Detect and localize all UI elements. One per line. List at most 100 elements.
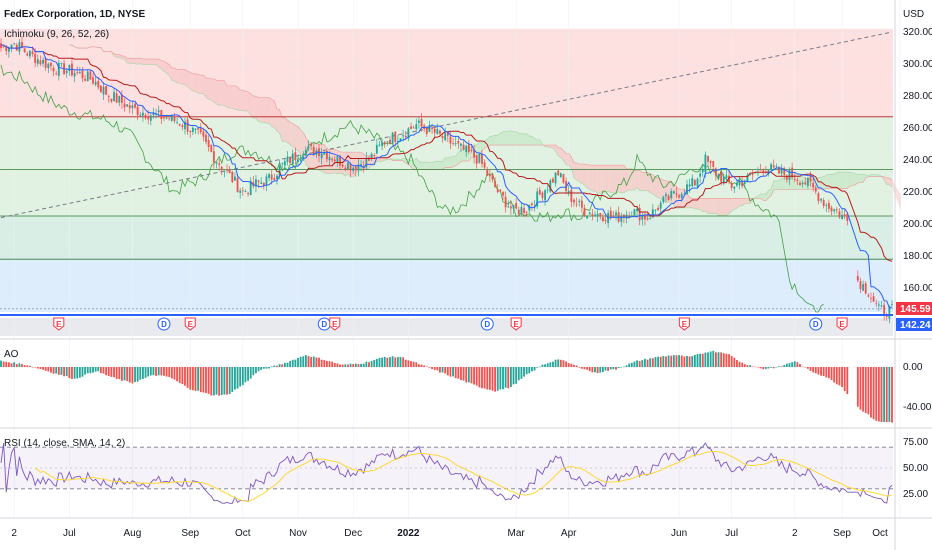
candle-body xyxy=(341,164,344,167)
chart-title: FedEx Corporation, 1D, NYSE xyxy=(4,9,145,20)
ao-bar xyxy=(92,367,94,373)
cloud-future xyxy=(899,192,901,209)
cloud-segment xyxy=(842,172,845,189)
event-shape xyxy=(480,317,494,331)
candle-body xyxy=(92,77,94,84)
cloud-segment xyxy=(308,142,312,170)
ao-bar xyxy=(176,367,179,382)
candle-body xyxy=(449,136,452,144)
cloud-segment xyxy=(171,68,175,82)
ao-bar xyxy=(341,364,344,367)
cloud-segment xyxy=(857,174,861,183)
cloud-segment xyxy=(387,157,390,160)
candle-body xyxy=(704,154,707,173)
cloud-future xyxy=(900,194,901,212)
ao-legend[interactable]: AO xyxy=(4,349,19,360)
cloud-segment xyxy=(418,161,422,170)
time-axis[interactable]: 2 Jul Aug Sep Oct Nov Dec 2022 Mar Apr Jun Jul 2 Sep O… xyxy=(11,528,888,539)
ao-bar xyxy=(546,363,549,367)
ao-bar xyxy=(475,367,478,386)
candle-body xyxy=(801,182,804,185)
candle-body xyxy=(757,169,759,171)
ao-bar xyxy=(478,367,481,388)
candle-body xyxy=(73,73,76,77)
candle-body xyxy=(615,212,617,216)
candle-body xyxy=(525,211,528,213)
candle-body xyxy=(391,132,394,144)
cloud-segment xyxy=(495,135,498,146)
candle-body xyxy=(562,174,565,183)
cloud-segment xyxy=(781,177,785,190)
cloud-segment xyxy=(166,62,170,76)
cloud-segment xyxy=(195,73,199,94)
ao-bar xyxy=(21,364,23,367)
candle-body xyxy=(323,152,326,155)
event-label: E xyxy=(56,320,62,329)
last-price-text: 145.59 xyxy=(900,304,931,315)
ao-bar xyxy=(785,363,788,367)
candle-body xyxy=(291,153,294,164)
candle-body xyxy=(783,168,786,175)
candle-body xyxy=(541,192,544,198)
cloud-segment xyxy=(524,133,527,146)
ao-bar xyxy=(78,367,81,378)
cloud-segment xyxy=(342,152,346,177)
candle-body xyxy=(331,158,334,161)
price-tick-label: 160.00 xyxy=(903,283,932,294)
cloud-segment xyxy=(605,165,609,192)
rsi-axis: 25.00 50.00 75.00 xyxy=(903,437,928,500)
ao-bar xyxy=(36,367,39,369)
candle-body xyxy=(620,216,623,222)
ichimoku-legend[interactable]: Ichimoku (9, 26, 52, 26) xyxy=(4,29,109,40)
ao-bar xyxy=(115,367,118,379)
cloud-segment xyxy=(708,198,711,214)
candle-body xyxy=(875,303,878,305)
candle-body xyxy=(84,78,87,81)
ao-bar xyxy=(126,367,129,381)
candle-body xyxy=(412,127,415,129)
ichimoku-lagging-span xyxy=(0,64,824,313)
ao-bar xyxy=(801,366,804,368)
ao-bar xyxy=(289,360,292,367)
ao-bar xyxy=(215,367,218,395)
cloud-segment xyxy=(248,91,251,116)
candle-body xyxy=(720,171,723,182)
price-axis[interactable]: 160.00 180.00 200.00 220.00 240.00 260.00 280.… xyxy=(903,27,932,294)
candle-body xyxy=(520,207,523,213)
candle-body xyxy=(286,156,289,162)
candle-body xyxy=(678,195,681,198)
candle-body xyxy=(0,43,2,49)
ao-bar xyxy=(294,359,297,367)
ao-bar xyxy=(494,367,497,392)
cloud-segment xyxy=(513,131,517,146)
candle-body xyxy=(212,151,215,163)
ao-bar xyxy=(633,361,636,367)
candle-body xyxy=(268,174,271,179)
candle-body xyxy=(675,193,678,195)
rsi-tick-label: 75.00 xyxy=(903,437,928,448)
cloud-segment xyxy=(263,97,267,124)
cloud-segment xyxy=(242,90,246,111)
cloud-segment xyxy=(460,149,464,162)
event-shape xyxy=(836,317,848,331)
candle-body xyxy=(793,179,796,180)
ao-bar xyxy=(13,362,16,367)
candle-body xyxy=(28,50,31,57)
ao-bar xyxy=(142,367,144,379)
cloud-segment xyxy=(206,78,209,100)
ao-bar xyxy=(483,367,486,389)
cloud-segment xyxy=(237,86,241,111)
blue-price-tag xyxy=(896,318,932,331)
candle-body xyxy=(431,127,433,130)
ao-bar xyxy=(496,367,499,391)
ao-bar xyxy=(594,367,596,373)
cloud-segment xyxy=(274,101,277,132)
cloud-segment xyxy=(234,85,238,110)
candle-body xyxy=(99,85,102,93)
candle-body xyxy=(481,153,483,165)
cloud-segment xyxy=(757,194,761,199)
ao-bar xyxy=(47,367,50,372)
candle-body xyxy=(686,184,688,195)
ao-bar xyxy=(570,363,573,367)
rsi-legend[interactable]: RSI (14, close, SMA, 14, 2) xyxy=(4,438,125,449)
